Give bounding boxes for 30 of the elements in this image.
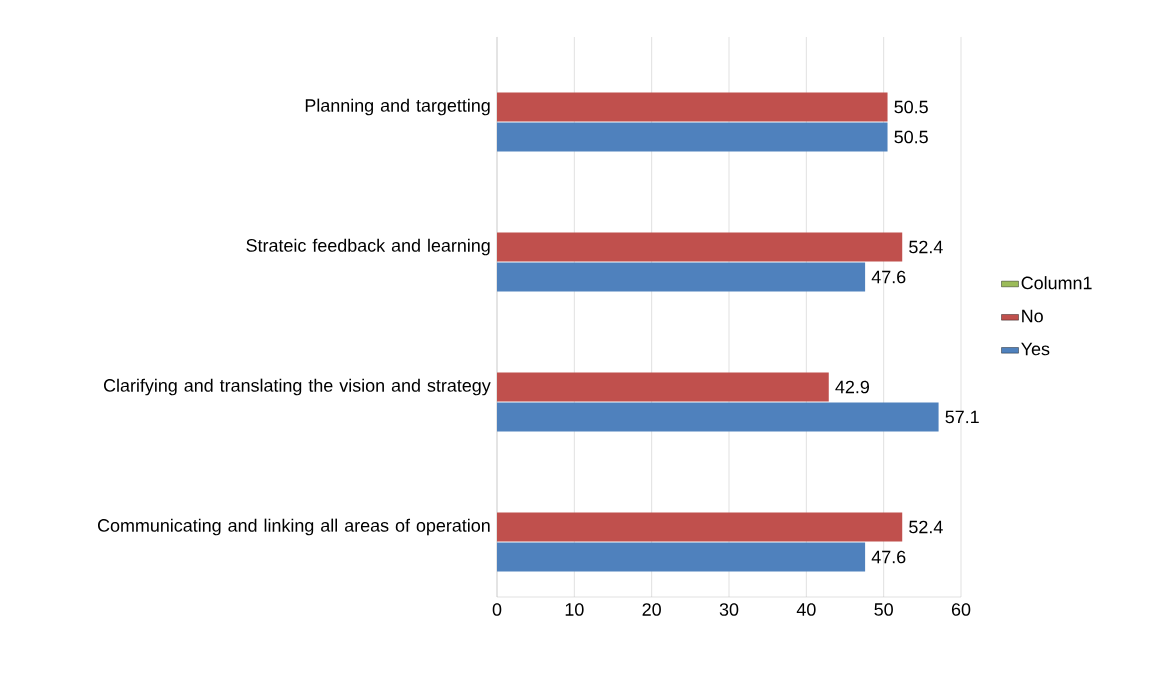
data-label: 47.6 <box>871 270 906 284</box>
data-label: 57.1 <box>945 410 979 424</box>
data-label: 50.5 <box>894 100 928 114</box>
legend-label: Yes <box>1021 342 1050 356</box>
x-tick-label: 30 <box>719 603 739 616</box>
bar <box>497 262 866 292</box>
legend-label: No <box>1022 309 1043 323</box>
bar <box>497 372 829 402</box>
x-tick-label: 10 <box>565 603 584 616</box>
y-tick-label: Communicating and linking all areas of operation <box>97 518 490 536</box>
bar <box>497 92 888 122</box>
bar <box>497 232 903 262</box>
bar <box>497 512 903 542</box>
y-tick-label: Clarifying and translating the vision and strategy <box>103 378 491 396</box>
data-label: 47.6 <box>871 550 906 564</box>
y-tick-label: Strateic feedback and learning <box>246 238 490 256</box>
legend-label: Column1 <box>1021 276 1092 290</box>
x-tick-label: 50 <box>874 603 893 616</box>
data-label: 42.9 <box>835 380 869 394</box>
x-tick-label: 20 <box>642 603 661 616</box>
x-tick-label: 40 <box>796 603 816 616</box>
x-tick-label: 0 <box>492 603 502 616</box>
data-label: 52.4 <box>909 520 943 534</box>
y-tick-label: Planning and targetting <box>305 98 490 116</box>
x-tick-label: 60 <box>951 603 971 616</box>
bar <box>497 402 939 432</box>
bar <box>497 122 888 152</box>
data-label: 50.5 <box>894 130 928 144</box>
bar <box>497 542 866 572</box>
data-label: 52.4 <box>909 240 943 254</box>
